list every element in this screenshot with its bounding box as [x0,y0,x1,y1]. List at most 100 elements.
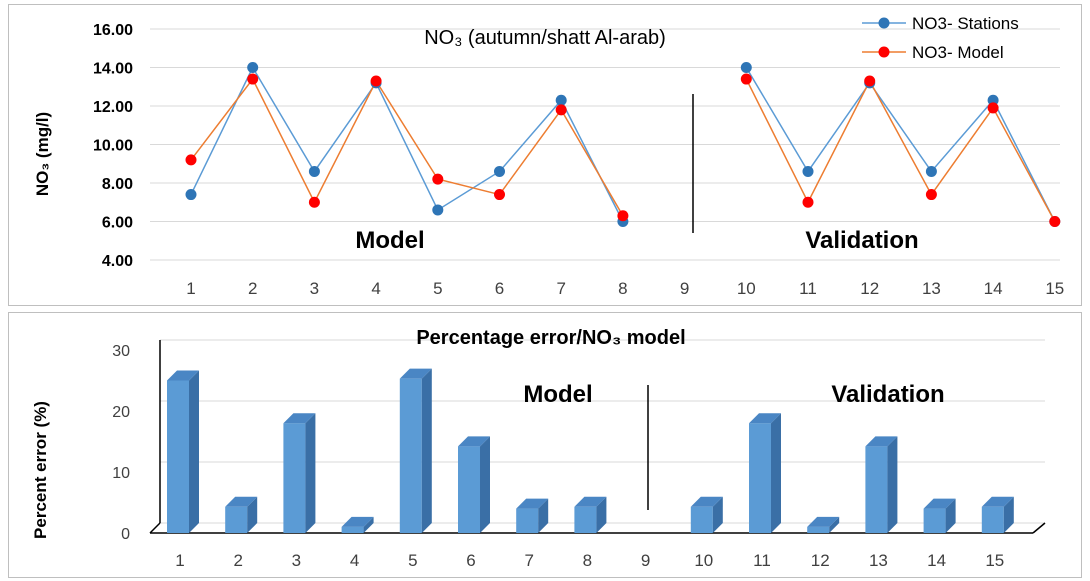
line-chart-y-tick-label: 14.00 [93,61,133,78]
bar-side [887,436,898,533]
bar-chart-axis-corner [149,522,161,534]
stations-point [432,204,444,216]
model-point [617,210,629,222]
line-chart-x-tick-label: 12 [860,279,879,298]
line-chart-x-tick-label: 3 [310,279,319,298]
line-chart-y-tick-label: 10.00 [93,138,133,155]
legend-model-label: NO3- Model [912,43,1004,62]
line-chart-x-tick-label: 15 [1045,279,1064,298]
line-chart-y-tick-label: 4.00 [102,253,133,270]
bar-chart-x-tick-label: 13 [869,551,888,570]
stations-point [494,165,505,177]
bar-top [399,368,432,379]
stations-series-line [190,65,624,222]
bar-chart-x-axis-end [1032,522,1046,534]
bar-top [283,413,316,424]
bar-chart-x-tick-label: 1 [175,551,184,570]
stations-point [802,165,814,177]
bar-chart-y-tick-label: 30 [112,343,130,360]
bar-front [749,423,771,533]
model-point [925,189,937,201]
line-chart-series [185,62,1061,227]
bar-top [981,496,1014,507]
bar-8 [574,496,607,533]
model-point [864,75,876,87]
line-chart-x-tick-label: 13 [922,279,941,298]
bar-10 [690,496,723,533]
bar-top [923,498,956,509]
stations-point [740,62,752,73]
bar-side [421,368,432,533]
legend-stations-marker [878,17,890,29]
bar-front [516,508,539,533]
bar-chart-y-tick-label: 0 [121,526,130,543]
model-point [555,104,567,116]
bar-chart-x-ticks: 1 2 3 4 5 6 7 8 9 10 11 12 13 14 15 [175,551,1004,570]
bar-side [305,413,316,533]
bar-chart-x-tick-label: 2 [233,551,242,570]
bar-chart-title: Percentage error/NO₃ model [416,327,685,349]
bar-top [458,436,490,447]
bar-side [771,413,781,533]
stations-point [247,62,259,73]
bar-front [399,378,422,533]
bar-front [981,506,1004,533]
model-point [987,102,999,114]
bar-top [865,436,898,447]
model-point [185,154,197,166]
line-chart-x-tick-label: 9 [680,279,689,298]
bar-front [225,506,248,533]
bar-chart-x-tick-label: 7 [524,551,533,570]
bar-3 [283,413,316,533]
line-chart-x-tick-label: 6 [495,279,504,298]
model-point [740,73,752,85]
model-point [494,189,505,201]
bar-side [712,496,723,533]
line-chart-y-ticks: 4.00 6.00 8.00 10.00 12.00 14.00 16.00 [93,22,133,270]
bar-chart-x-tick-label: 11 [753,551,771,570]
bar-4 [341,516,374,533]
model-point [370,75,382,87]
bar-side [189,370,199,533]
bar-chart-x-tick-label: 8 [583,551,592,570]
bar-side [596,496,607,533]
line-chart-x-tick-label: 10 [737,279,756,298]
stations-point [555,94,567,106]
bar-side [538,498,549,533]
bar-top [574,496,607,507]
bar-13 [865,436,898,533]
line-chart-legend: NO3- Stations NO3- Model [862,14,1019,62]
bar-1 [167,370,199,533]
line-chart-y-tick-label: 12.00 [93,99,133,116]
bar-chart-x-tick-label: 9 [641,551,650,570]
bar-side [480,436,490,533]
bar-chart-y-tick-label: 10 [112,465,130,482]
bar-chart-x-tick-label: 6 [466,551,475,570]
model-series-line [745,78,1056,222]
model-point [247,73,259,85]
bar-6 [458,436,490,533]
bar-2 [225,496,258,533]
legend-model-marker [878,46,890,58]
model-point [432,173,444,185]
bar-chart-y-axis-label: Percent error (%) [31,401,50,539]
bar-15 [981,496,1014,533]
line-chart-x-tick-label: 8 [618,279,627,298]
bar-side [945,498,956,533]
bar-top [167,370,199,381]
stations-point [308,165,320,177]
bar-front [458,446,480,533]
bar-top [807,516,840,527]
line-chart-panel [8,4,1082,306]
bar-top [749,413,781,424]
bar-front [167,380,189,533]
line-chart-y-tick-label: 16.00 [93,22,133,39]
bar-top [225,496,258,507]
model-point [308,196,320,208]
bar-chart-x-tick-label: 5 [408,551,417,570]
bar-chart-x-tick-label: 14 [927,551,946,570]
legend-stations-label: NO3- Stations [912,14,1019,33]
bar-front [865,446,888,533]
model-point [1049,216,1061,227]
